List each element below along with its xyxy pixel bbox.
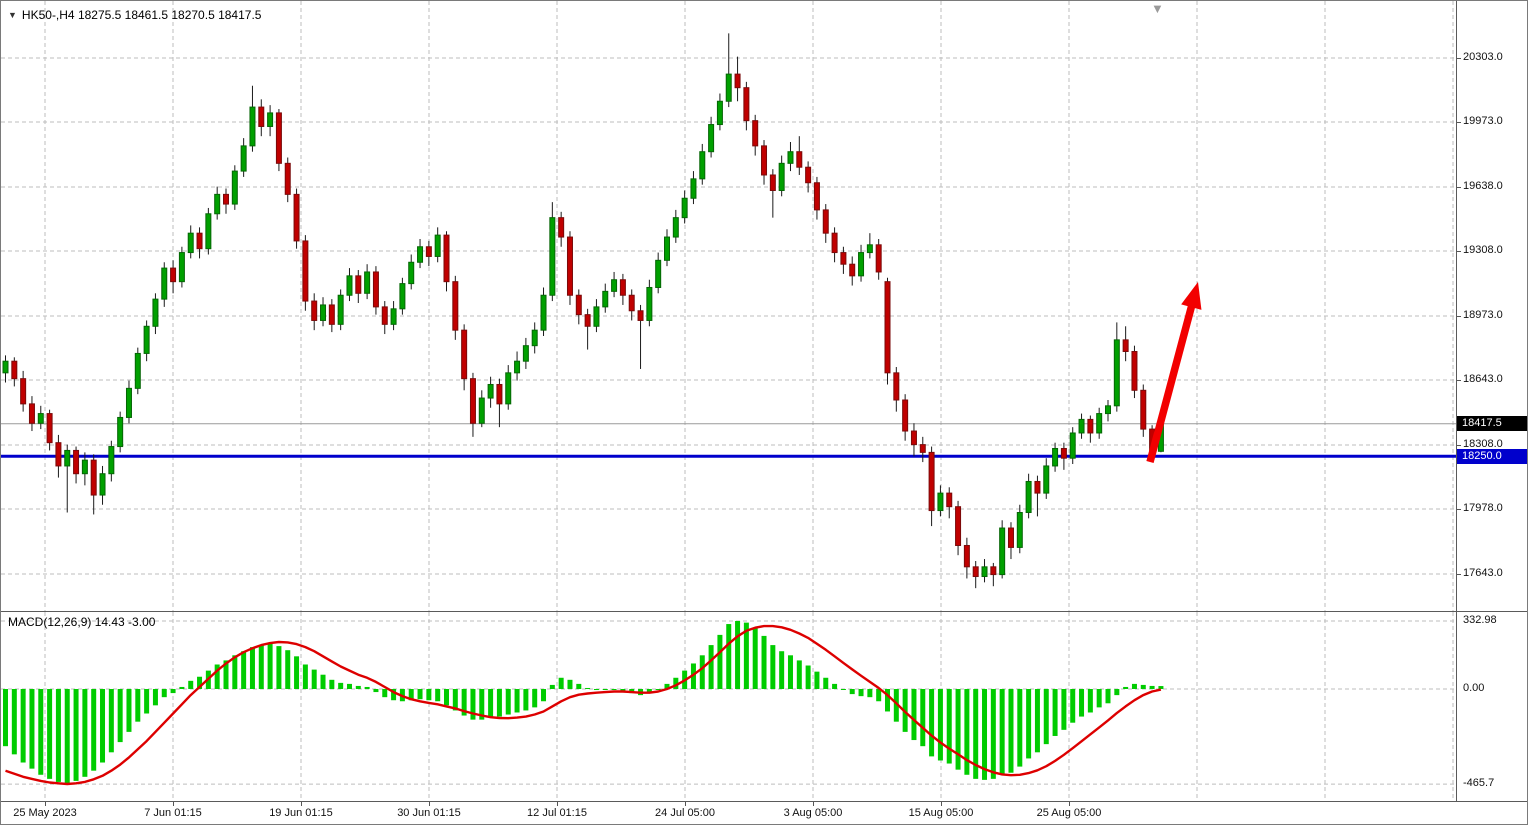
price-axis-tick (1457, 509, 1461, 510)
current-price-badge: 18417.5 (1457, 415, 1527, 431)
price-axis-label: 18308.0 (1463, 438, 1503, 450)
macd-axis-label: 332.98 (1463, 614, 1497, 626)
price-axis-label: 19638.0 (1463, 180, 1503, 192)
time-axis[interactable]: 25 May 2023 7 Jun 01:15 19 Jun 01:15 30 Jun… (1, 802, 1527, 824)
time-axis-tick (557, 802, 558, 806)
macd-axis: 332.98 0.00 -465.7 (1457, 612, 1527, 801)
price-axis-label: 19973.0 (1463, 115, 1503, 127)
price-axis-tick (1457, 187, 1461, 188)
pane-separator (1, 611, 1527, 612)
candlestick-canvas[interactable] (1, 1, 1456, 611)
price-axis[interactable]: 18417.5 18250.0 20303.0 19973.0 19638.0 193… (1457, 1, 1527, 611)
axis-separator-vertical (1456, 1, 1457, 801)
time-axis-label: 3 Aug 05:00 (783, 807, 843, 819)
time-axis-tick (941, 802, 942, 806)
time-axis-label: 12 Jul 01:15 (527, 807, 587, 819)
price-axis-tick (1457, 122, 1461, 123)
time-axis-tick (301, 802, 302, 806)
macd-pane[interactable]: MACD(12,26,9) 14.43 -3.00 (1, 612, 1456, 801)
chart-title: ▼ HK50-,H4 18275.5 18461.5 18270.5 18417… (8, 8, 261, 22)
macd-canvas[interactable] (1, 612, 1456, 801)
time-axis-label: 30 Jun 01:15 (397, 807, 461, 819)
price-axis-label: 17643.0 (1463, 567, 1503, 579)
support-price-badge: 18250.0 (1457, 449, 1527, 465)
macd-axis-label: -465.7 (1463, 777, 1495, 790)
price-axis-label: 17978.0 (1463, 502, 1503, 514)
time-axis-separator (1, 801, 1527, 802)
time-axis-label: 7 Jun 01:15 (144, 807, 202, 819)
chart-title-text: HK50-,H4 18275.5 18461.5 18270.5 18417.5 (21, 8, 262, 22)
time-axis-tick (45, 802, 46, 806)
collapse-triangle-icon[interactable]: ▼ (8, 10, 17, 20)
price-axis-tick (1457, 316, 1461, 317)
price-axis-tick (1457, 574, 1461, 575)
time-axis-label: 24 Jul 05:00 (655, 807, 715, 819)
time-axis-tick (429, 802, 430, 806)
time-axis-tick (1069, 802, 1070, 806)
time-axis-label: 25 Aug 05:00 (1036, 807, 1102, 819)
chart-shift-marker-icon[interactable]: ▼ (1151, 1, 1164, 16)
price-axis-label: 20303.0 (1463, 51, 1503, 63)
main-chart-area[interactable] (1, 1, 1456, 611)
time-axis-tick (173, 802, 174, 806)
price-axis-label: 18643.0 (1463, 373, 1503, 385)
price-axis-tick (1457, 58, 1461, 59)
time-axis-label: 15 Aug 05:00 (908, 807, 974, 819)
time-axis-tick (685, 802, 686, 806)
price-axis-tick (1457, 445, 1461, 446)
price-axis-tick (1457, 251, 1461, 252)
macd-axis-label: 0.00 (1463, 682, 1485, 694)
price-axis-label: 18973.0 (1463, 309, 1503, 321)
price-axis-tick (1457, 380, 1461, 381)
macd-indicator-label: MACD(12,26,9) 14.43 -3.00 (8, 615, 156, 629)
price-axis-label: 19308.0 (1463, 244, 1503, 256)
time-axis-tick (813, 802, 814, 806)
time-axis-label: 25 May 2023 (13, 807, 77, 819)
time-axis-label: 19 Jun 01:15 (269, 807, 333, 819)
